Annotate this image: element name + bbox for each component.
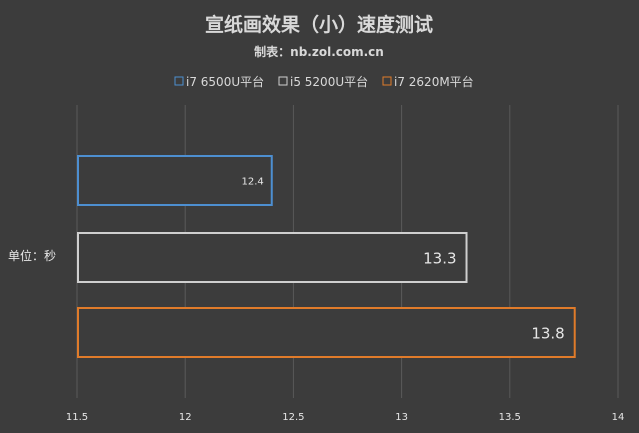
x-tick-label: 13.5: [499, 412, 521, 423]
bar: [77, 307, 576, 358]
bar: [77, 155, 273, 206]
legend: i7 6500U平台 i5 5200U平台 i7 2620M平台: [174, 74, 474, 89]
legend-swatch: [174, 76, 184, 86]
legend-swatch: [382, 76, 392, 86]
data-label: 13.8: [531, 325, 564, 343]
legend-label: i5 5200U平台: [290, 74, 368, 89]
x-tick-label: 13: [395, 412, 408, 423]
legend-label: i7 6500U平台: [186, 74, 264, 89]
legend-label: i7 2620M平台: [394, 74, 474, 89]
bars: 12.4 13.3 13.8: [77, 155, 576, 358]
data-label: 12.4: [241, 177, 263, 188]
x-axis: 11.5 12 12.5 13 13.5 14: [66, 412, 625, 423]
chart-subtitle: 制表：nb.zol.com.cn: [254, 44, 384, 59]
data-label: 13.3: [423, 250, 456, 268]
chart-title: 宣纸画效果（小）速度测试: [205, 13, 433, 36]
legend-swatch: [278, 76, 288, 86]
x-tick-label: 14: [612, 412, 625, 423]
x-tick-label: 11.5: [66, 412, 88, 423]
x-tick-label: 12: [179, 412, 192, 423]
y-axis-label: 单位：秒: [8, 248, 56, 263]
x-tick-label: 12.5: [282, 412, 304, 423]
bar: [77, 232, 468, 283]
